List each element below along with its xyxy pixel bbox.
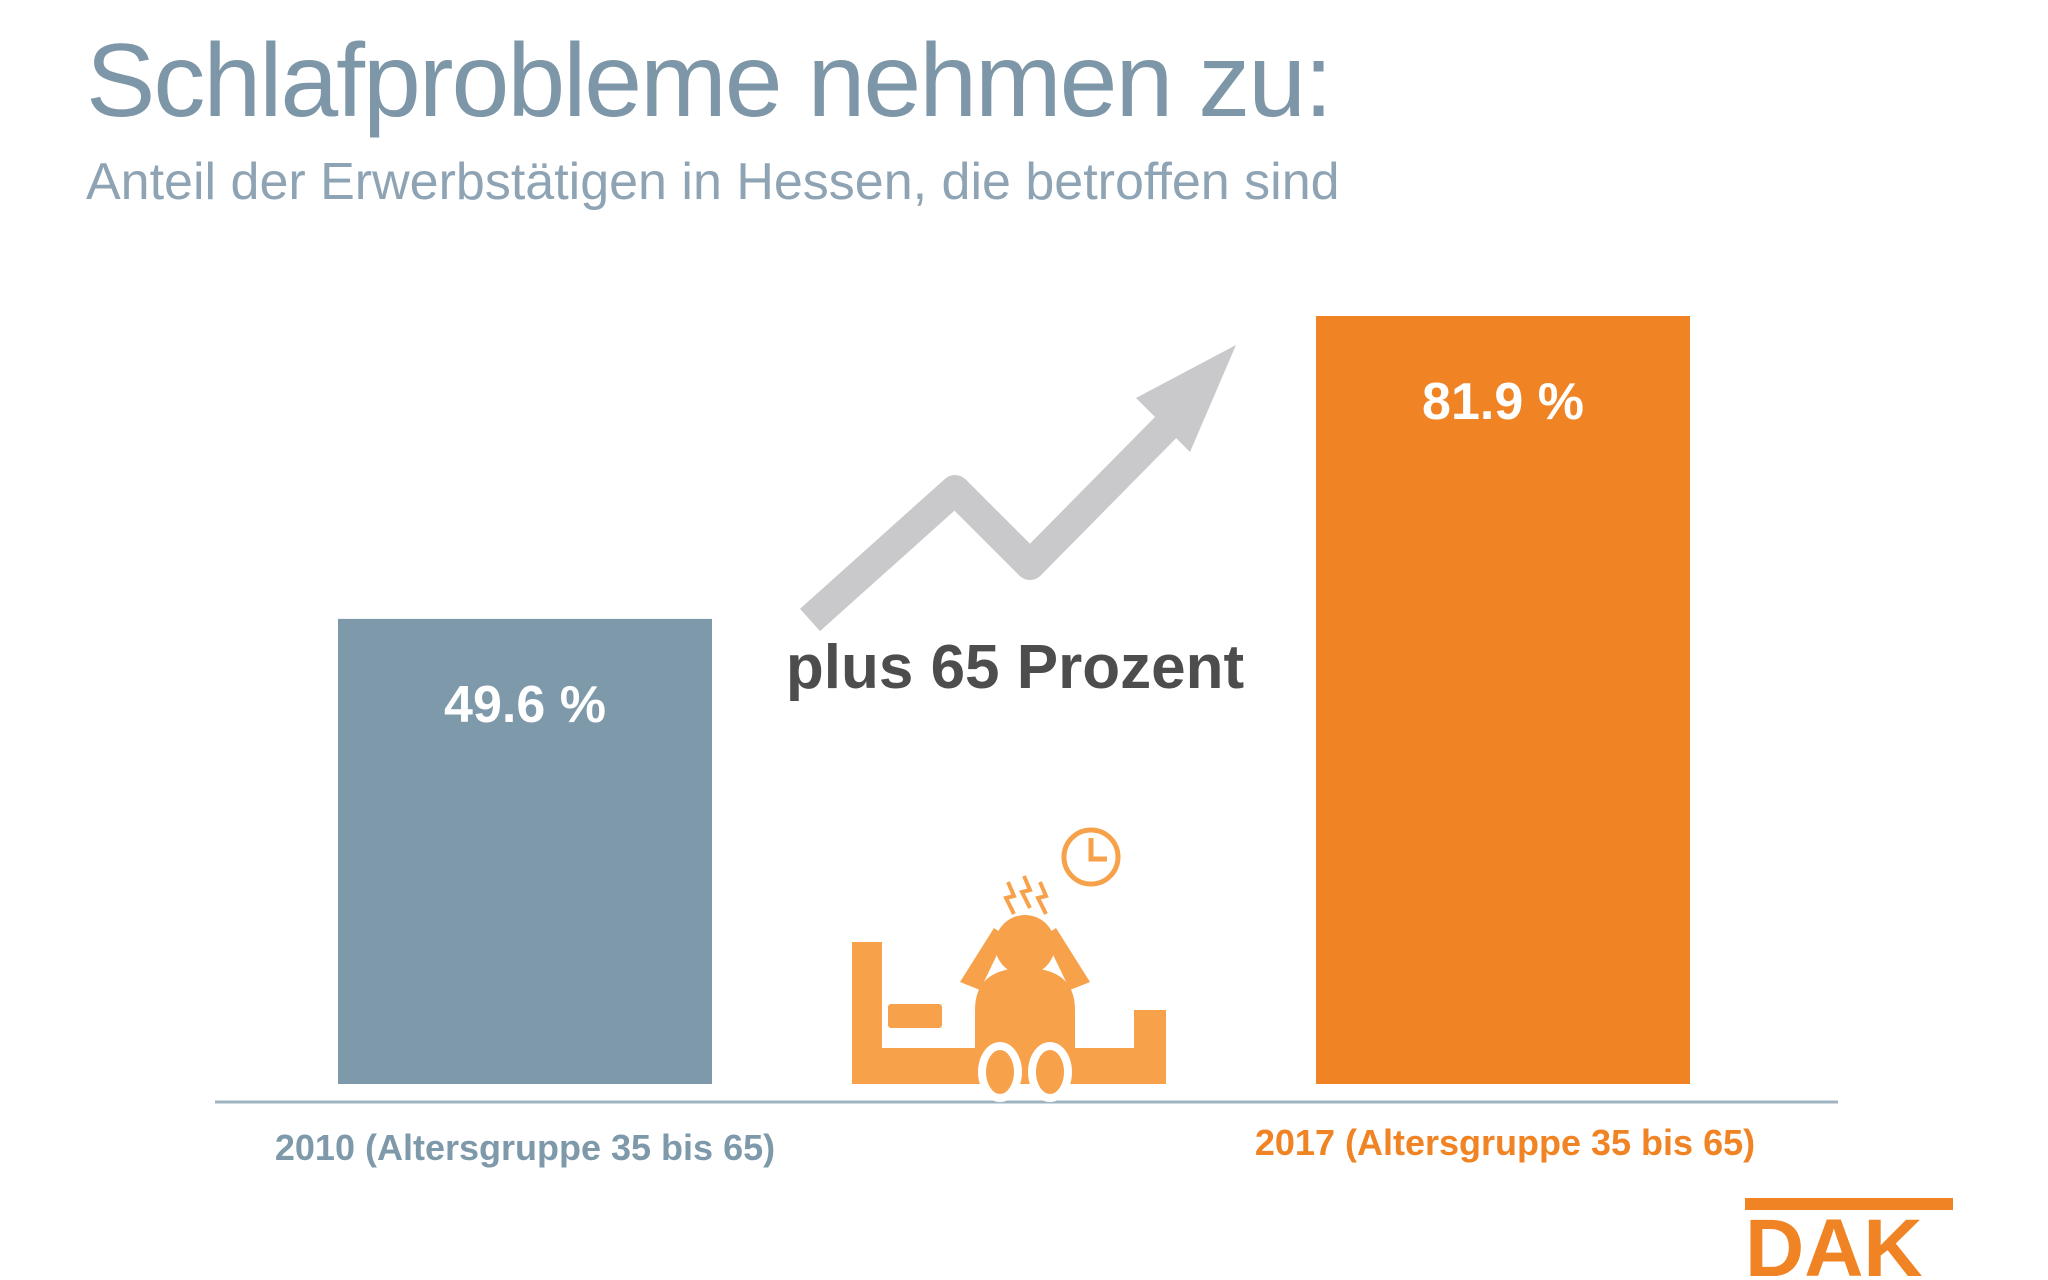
bar-2017 xyxy=(1316,316,1690,1084)
trend-arrow-icon xyxy=(799,345,1236,632)
bar-2010 xyxy=(338,618,712,1084)
dak-logo: DAK xyxy=(1745,1198,1975,1280)
bar-value-label-2010: 49.6 % xyxy=(444,676,606,734)
clock-icon xyxy=(1061,827,1121,887)
category-label-2017: 2017 (Altersgruppe 35 bis 65) xyxy=(1255,1122,1755,1163)
chart-subtitle: Anteil der Erwerbstätigen in Hessen, die… xyxy=(86,153,1340,211)
growth-annotation: plus 65 Prozent xyxy=(786,633,1244,702)
dak-logo-text: DAK xyxy=(1745,1203,1923,1280)
bar-value-label-2017: 81.9 % xyxy=(1422,373,1584,431)
category-label-2010: 2010 (Altersgruppe 35 bis 65) xyxy=(275,1127,775,1168)
sleepless-person-in-bed-icon xyxy=(852,875,1166,1102)
chart-title: Schlafprobleme nehmen zu: xyxy=(86,23,1333,139)
